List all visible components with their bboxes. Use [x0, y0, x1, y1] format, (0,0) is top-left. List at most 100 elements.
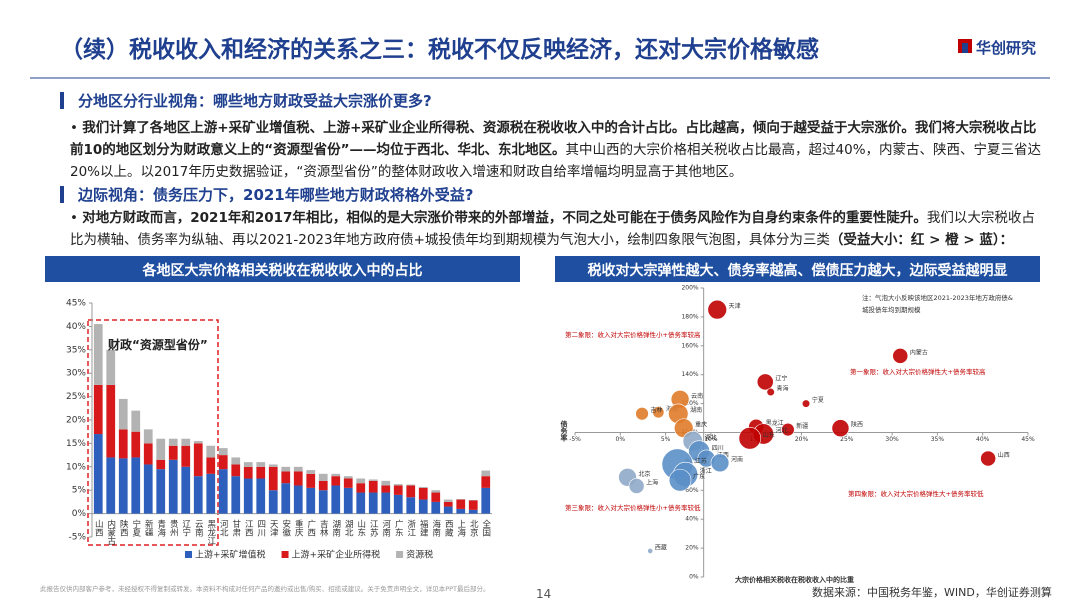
bar-segment: [306, 473, 316, 488]
y-tick-label: 30%: [66, 369, 86, 379]
x-tick-label: 西藏: [443, 520, 453, 538]
x-tick-label: 30%: [885, 436, 899, 443]
legend-label: 上游+采矿增值税: [195, 549, 266, 561]
section-bar: [60, 186, 64, 203]
bar-segment: [293, 485, 303, 514]
bar-segment: [243, 462, 253, 467]
bubble: [980, 450, 997, 467]
bar-segment: [231, 457, 241, 465]
x-tick-label: -5%: [569, 436, 581, 443]
y-tick-label: 60%: [685, 487, 699, 494]
bubble: [766, 387, 775, 397]
chart-title: 税收对大宗弹性越大、债务率越高、偿债压力越大，边际受益越明显: [587, 263, 1008, 279]
bubble-label: 陕西: [851, 421, 863, 429]
x-tick-label: 安徽: [281, 519, 291, 538]
note: 注：气泡大小反映该地区2021-2023年地方政府债&: [862, 293, 1013, 302]
bubble-label: 西藏: [655, 543, 667, 551]
bubble-label: 四川: [712, 445, 724, 452]
bar-segment: [193, 441, 203, 444]
bar-segment: [318, 490, 328, 514]
bar-segment: [418, 486, 428, 488]
bar-segment: [356, 483, 366, 493]
bar-segment: [331, 485, 341, 514]
bubble-label: 宁夏: [812, 396, 824, 404]
y-tick-label: 15%: [66, 439, 86, 449]
bar-segment: [431, 501, 441, 514]
x-axis-title: 大宗价格相关税收在税收收入中的比重: [735, 575, 854, 584]
bar-segment: [343, 478, 353, 488]
y-tick-label: 200%: [681, 285, 698, 292]
bubble-label: 湖南: [690, 406, 702, 414]
bar-segment: [168, 445, 178, 460]
x-tick-label: 重庆: [293, 519, 303, 538]
y-tick-label: 25%: [66, 392, 86, 402]
bubble: [756, 373, 774, 391]
bar-segment: [418, 487, 428, 500]
y-tick-label: 10%: [66, 462, 86, 472]
x-tick-label: 吉林: [318, 520, 328, 538]
y-tick-label: -5%: [68, 533, 86, 543]
bar-segment: [393, 485, 403, 495]
y-tick-label: 0%: [72, 509, 87, 519]
y-tick-label: 20%: [685, 545, 699, 552]
x-tick-label: 河南: [381, 519, 391, 537]
bar-segment: [293, 471, 303, 486]
bubble-label: 江苏: [695, 457, 707, 465]
quadrant-label: 第一象限：收入对大宗价格弹性大+债务率较高: [850, 367, 986, 376]
y-tick-label: 20%: [66, 416, 86, 426]
bubble-label: 黑龙江: [766, 419, 784, 427]
x-tick-label: 四川: [256, 520, 266, 537]
bullet-text: 其中山西的大宗价格相关税收占比最高，超过40%，内蒙古、陕西、宁夏三省达20%以…: [70, 142, 1042, 180]
bubble-label: 云南: [691, 392, 703, 400]
bar-segment: [281, 471, 291, 484]
x-tick-label: 黑龙江: [206, 520, 216, 546]
bubble: [831, 419, 850, 438]
bar-segment: [343, 476, 353, 479]
bubble-label: 青海: [776, 385, 788, 393]
logo-icon: [962, 43, 968, 53]
x-tick-label: 山西: [93, 519, 103, 538]
bar-segment: [368, 492, 378, 514]
annotation: 财政“资源型省份”: [108, 338, 208, 352]
y-tick-label: 40%: [685, 516, 699, 523]
bubble-label: 山东: [763, 431, 775, 439]
bar-segment: [406, 485, 416, 498]
bubble: [628, 478, 645, 494]
x-tick-label: 35%: [931, 436, 945, 443]
bar-segment: [456, 499, 466, 509]
bubble: [710, 453, 730, 473]
quadrant-label: 第二象限：收入对大宗价格弹性小+债务率较高: [565, 330, 701, 339]
legend-swatch: [396, 551, 404, 558]
bar-segment: [268, 490, 278, 514]
bar-segment: [143, 464, 153, 514]
x-tick-label: 江苏: [368, 520, 378, 538]
bar-segment: [443, 506, 453, 514]
bubble: [707, 299, 727, 320]
bar-segment: [331, 476, 341, 486]
bar-segment: [318, 473, 328, 481]
bar-segment: [481, 487, 491, 514]
bar-segment: [306, 470, 316, 474]
bubble-label: 重庆: [695, 421, 707, 429]
bubble-label: 上海: [646, 478, 658, 486]
bar-segment: [131, 410, 141, 432]
title: （续）税收收入和经济的关系之三：税收不仅反映经济，还对大宗价格敏感: [60, 37, 819, 63]
bar-segment: [218, 448, 228, 456]
bar-segment: [193, 476, 203, 514]
bubble-label: 河北: [776, 426, 788, 434]
bar-segment: [356, 478, 366, 484]
bar-segment: [93, 384, 103, 435]
y-tick-label: 5%: [72, 486, 87, 496]
x-tick-label: 0%: [616, 436, 626, 443]
bar-segment: [118, 398, 128, 430]
bullet-bold: 对地方财政而言，2021年和2017年相比，相似的是大宗涨价带来的外部增益，不同…: [82, 210, 927, 226]
x-tick-label: 甘肃: [231, 519, 241, 538]
x-tick-label: 新疆: [143, 519, 153, 538]
disclaimer: 此报告仅供内部客户参考，未经授权不得复制或转发。本资料不构成对任何产品的邀约或出…: [40, 585, 490, 593]
logo: 华创研究: [976, 39, 1037, 57]
x-tick-label: 贵州: [168, 519, 178, 537]
y-tick-label: 180%: [681, 313, 698, 320]
bullet-text: 我们以大宗税收占比为横轴、债务率为纵轴、再以2021-2023年地方政府债+城投…: [70, 210, 1035, 248]
bubble-label: 浙江: [700, 467, 712, 475]
